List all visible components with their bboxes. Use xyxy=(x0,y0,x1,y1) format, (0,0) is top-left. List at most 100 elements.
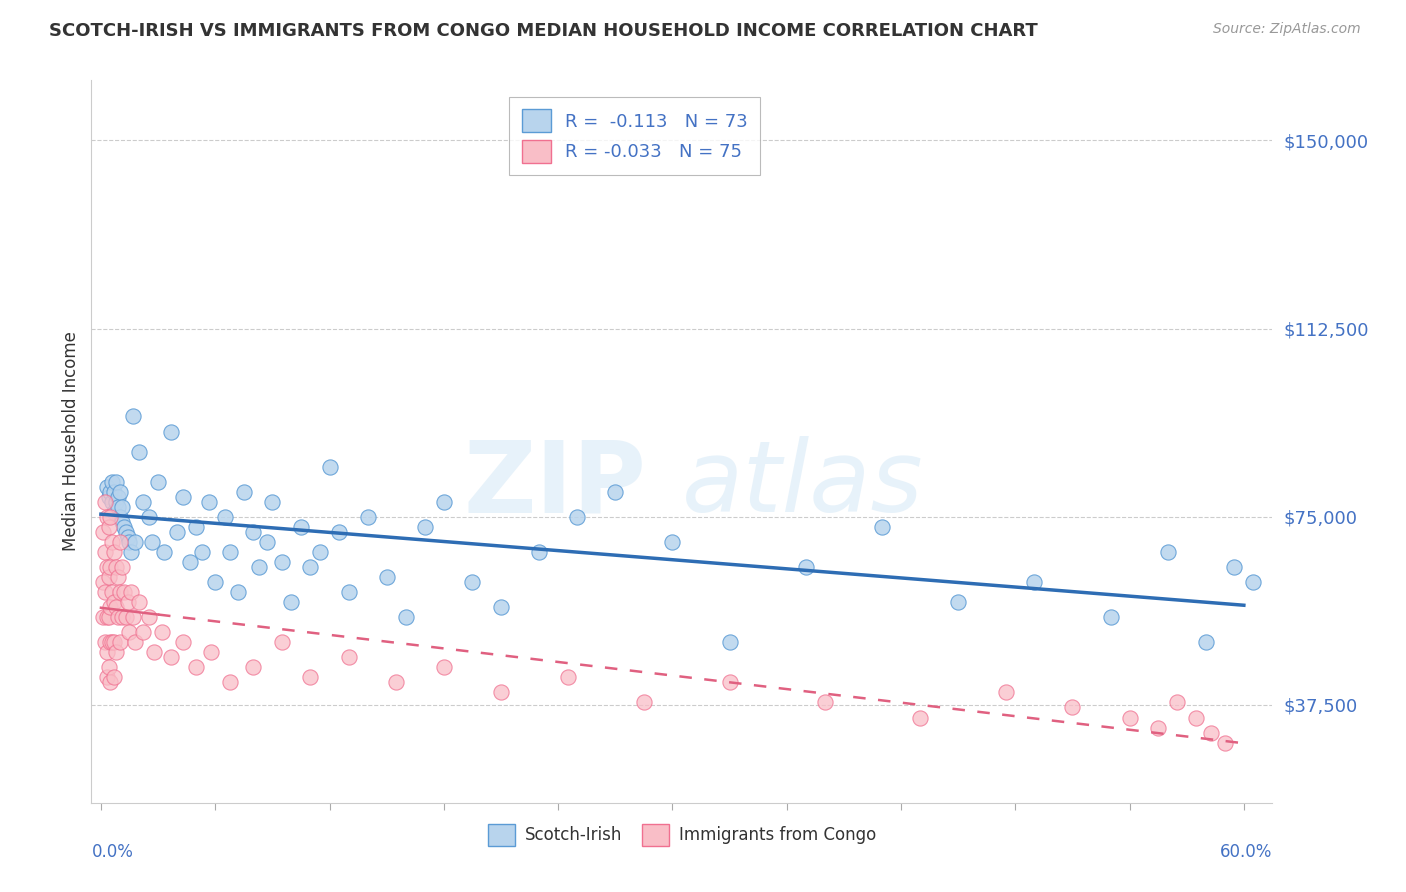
Point xyxy=(204,574,226,589)
Point xyxy=(299,560,322,574)
Point xyxy=(1062,700,1084,714)
Point xyxy=(103,545,125,559)
Point xyxy=(908,710,931,724)
Point xyxy=(489,685,512,699)
Point xyxy=(138,509,160,524)
Point xyxy=(141,534,163,549)
Point xyxy=(128,595,150,609)
Point xyxy=(124,534,146,549)
Point xyxy=(100,675,122,690)
Point xyxy=(718,635,741,649)
Point xyxy=(100,560,122,574)
Point xyxy=(97,520,120,534)
Point xyxy=(107,570,129,584)
Point xyxy=(111,560,134,574)
Point xyxy=(527,545,550,559)
Point xyxy=(152,545,174,559)
Point xyxy=(186,660,208,674)
Point xyxy=(395,610,418,624)
Point xyxy=(1201,725,1223,739)
Point xyxy=(1166,696,1188,710)
Point xyxy=(103,505,125,519)
Point xyxy=(219,675,242,690)
Point xyxy=(122,409,145,424)
Point xyxy=(100,484,122,499)
Point xyxy=(489,600,512,615)
Point xyxy=(247,560,270,574)
Point xyxy=(280,595,302,609)
Point xyxy=(605,484,627,499)
Point xyxy=(433,494,456,508)
Point xyxy=(101,635,124,649)
Text: 60.0%: 60.0% xyxy=(1220,843,1272,861)
Point xyxy=(994,685,1017,699)
Point xyxy=(108,585,131,599)
Point xyxy=(226,585,249,599)
Point xyxy=(1099,610,1122,624)
Point xyxy=(270,555,292,569)
Point xyxy=(132,494,155,508)
Point xyxy=(93,545,115,559)
Point xyxy=(111,500,134,514)
Point xyxy=(1118,710,1140,724)
Point xyxy=(118,625,141,640)
Point xyxy=(114,610,136,624)
Point xyxy=(120,585,142,599)
Point xyxy=(356,509,378,524)
Point xyxy=(270,635,292,649)
Point xyxy=(97,570,120,584)
Point xyxy=(103,595,125,609)
Point xyxy=(172,490,194,504)
Point xyxy=(150,625,173,640)
Legend: Scotch-Irish, Immigrants from Congo: Scotch-Irish, Immigrants from Congo xyxy=(481,818,883,852)
Point xyxy=(100,635,122,649)
Point xyxy=(794,560,817,574)
Point xyxy=(661,534,683,549)
Point xyxy=(290,520,312,534)
Point xyxy=(96,509,118,524)
Point xyxy=(138,610,160,624)
Point xyxy=(143,645,166,659)
Point xyxy=(101,475,124,489)
Point xyxy=(108,484,131,499)
Point xyxy=(96,670,118,684)
Point xyxy=(103,484,125,499)
Point xyxy=(633,696,655,710)
Point xyxy=(105,560,128,574)
Point xyxy=(1156,545,1178,559)
Point xyxy=(461,574,484,589)
Point xyxy=(103,670,125,684)
Point xyxy=(565,509,588,524)
Point xyxy=(172,635,194,649)
Point xyxy=(122,610,145,624)
Point xyxy=(160,425,183,439)
Point xyxy=(108,509,131,524)
Point xyxy=(557,670,579,684)
Point xyxy=(118,534,141,549)
Point xyxy=(198,494,221,508)
Point xyxy=(112,585,135,599)
Point xyxy=(120,545,142,559)
Point xyxy=(214,509,236,524)
Point xyxy=(718,675,741,690)
Text: ZIP: ZIP xyxy=(464,436,647,533)
Point xyxy=(96,610,118,624)
Point xyxy=(91,610,114,624)
Point xyxy=(1223,560,1246,574)
Point xyxy=(191,545,214,559)
Point xyxy=(128,444,150,458)
Point xyxy=(413,520,436,534)
Point xyxy=(200,645,222,659)
Point xyxy=(179,555,201,569)
Point xyxy=(146,475,169,489)
Point xyxy=(114,524,136,539)
Point xyxy=(166,524,188,539)
Point xyxy=(101,494,124,508)
Point xyxy=(96,645,118,659)
Point xyxy=(100,509,122,524)
Point xyxy=(1147,721,1170,735)
Point xyxy=(107,490,129,504)
Point xyxy=(101,585,124,599)
Point xyxy=(242,660,264,674)
Point xyxy=(814,696,837,710)
